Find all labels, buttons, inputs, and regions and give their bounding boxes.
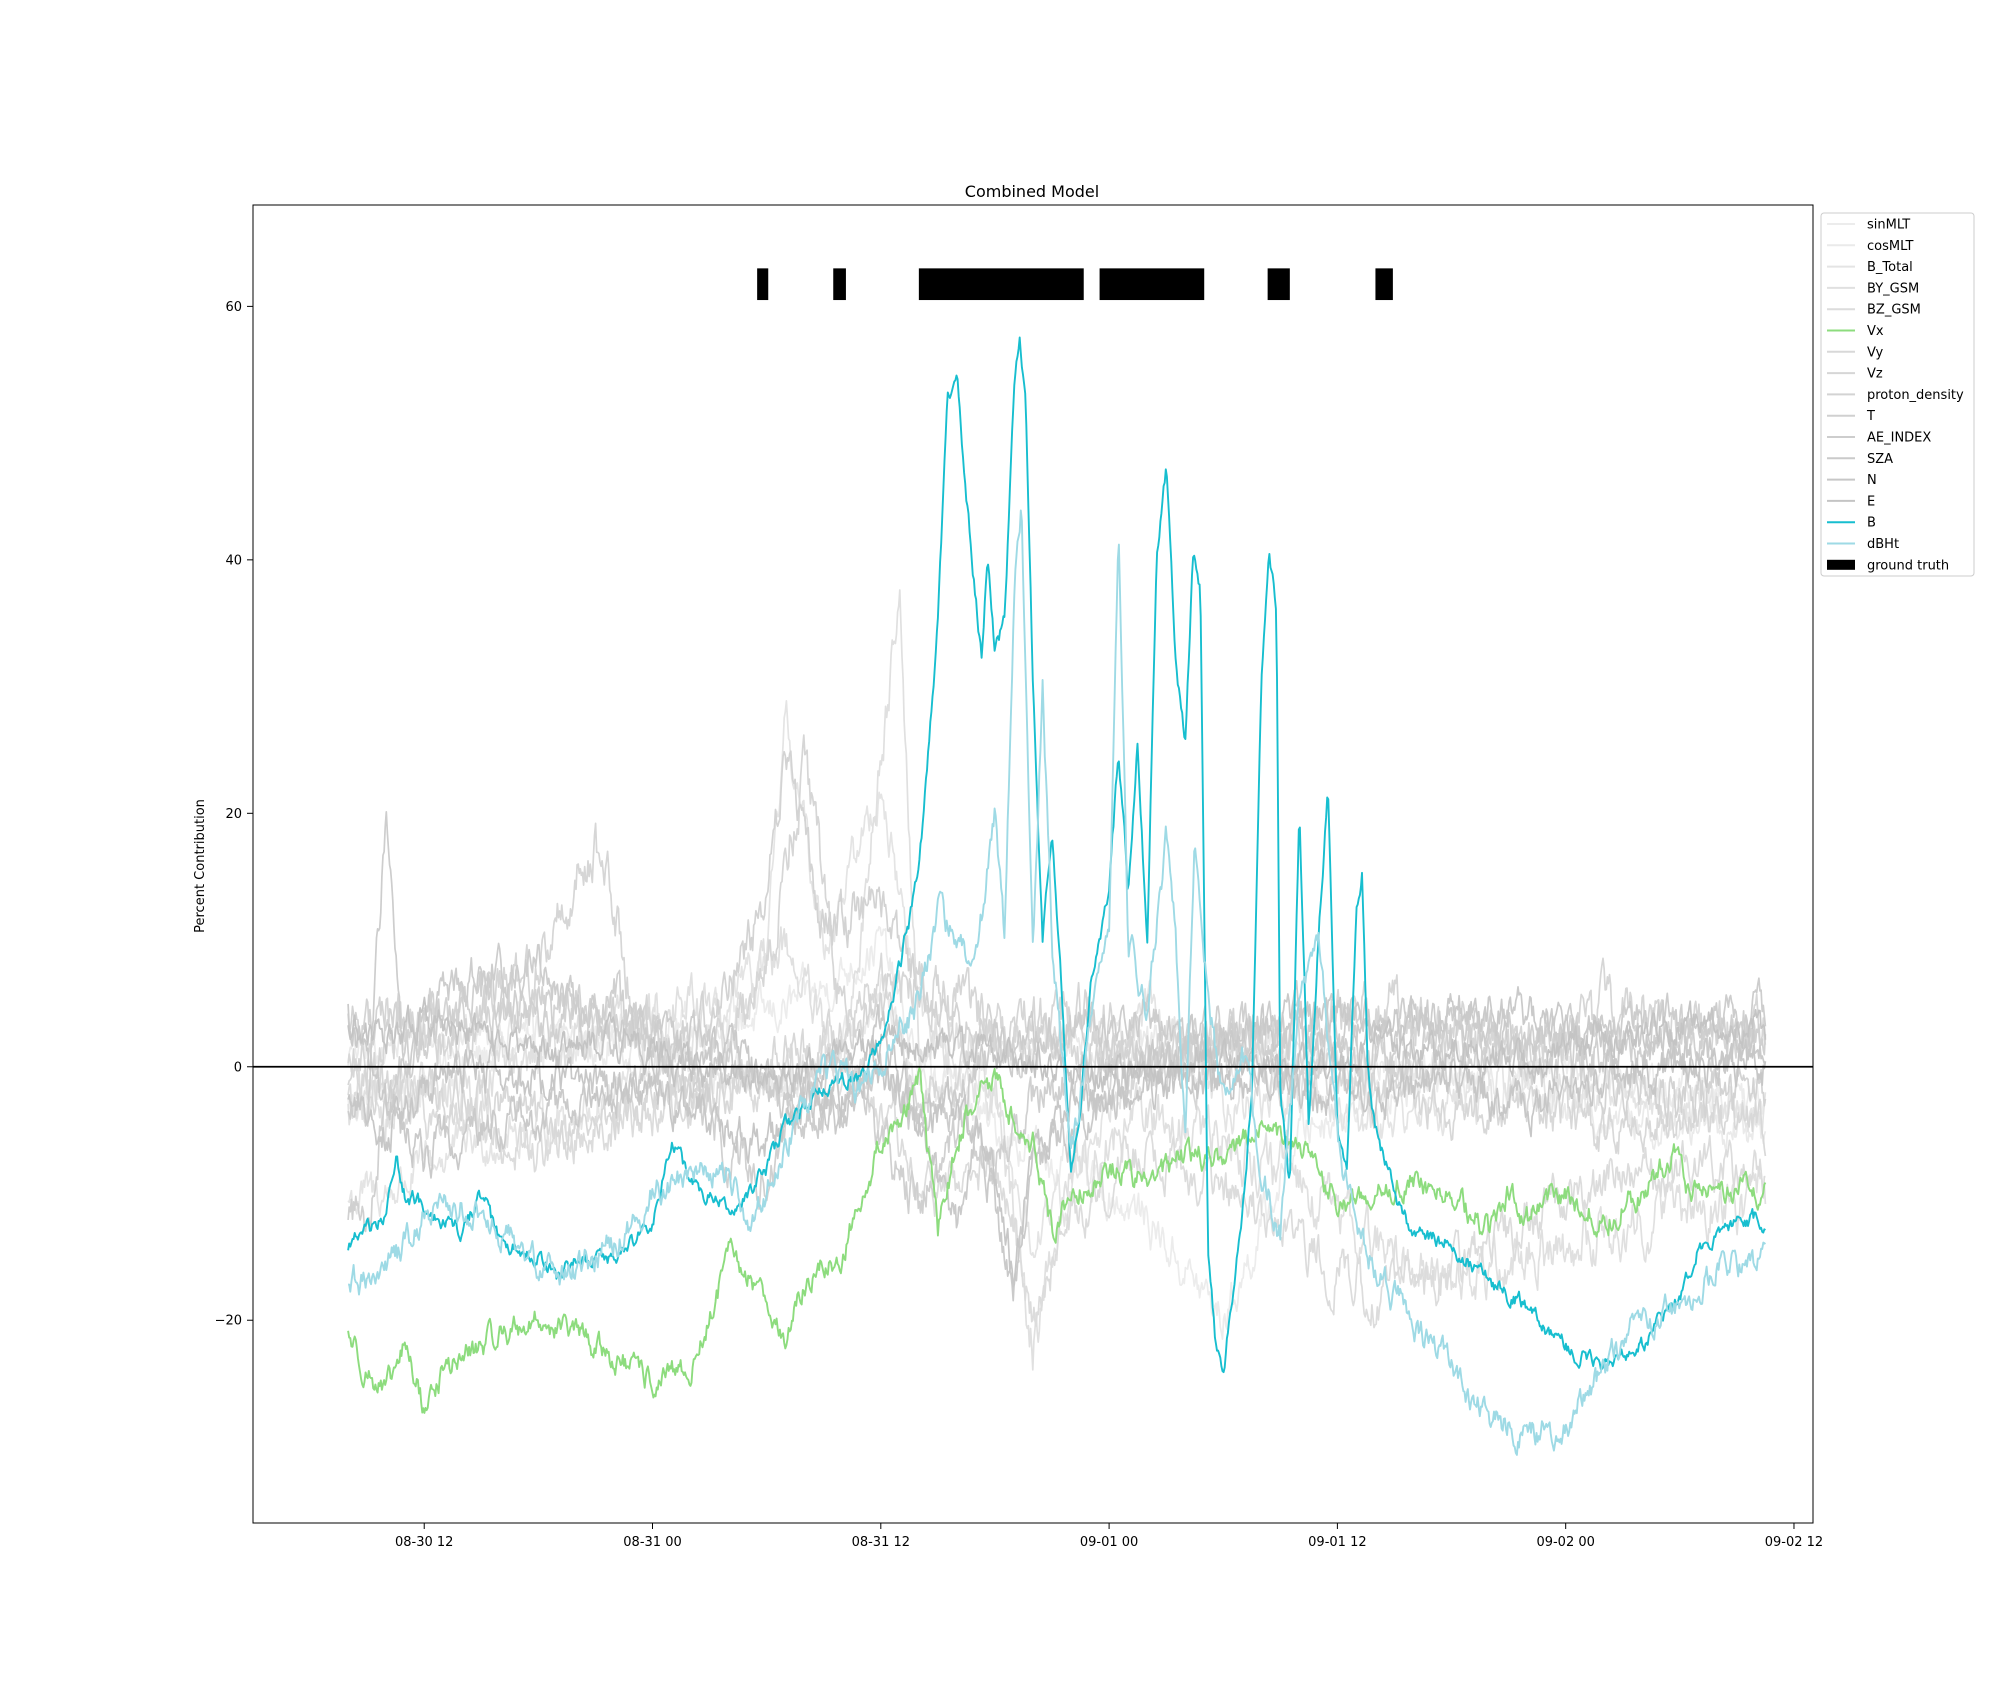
x-axis: 08-30 12 08-31 00 08-31 12 09-01 00 09-01 12… <box>395 1523 1823 1550</box>
legend-label: Vy <box>1867 345 1884 360</box>
series-line-BY_GSM <box>347 589 1767 1371</box>
legend-label: sinMLT <box>1867 218 1910 233</box>
x-tick-label: 09-02 12 <box>1765 1535 1823 1550</box>
legend-label: Vx <box>1867 324 1884 339</box>
series-line-T <box>347 969 1767 1233</box>
series-line-BZ_GSM <box>347 1033 1766 1329</box>
legend-label: B <box>1867 516 1876 531</box>
legend-label: Vz <box>1867 367 1883 382</box>
x-tick-label: 09-01 00 <box>1080 1535 1138 1550</box>
legend-label: BZ_GSM <box>1867 303 1921 318</box>
legend-label: SZA <box>1867 452 1893 467</box>
legend-swatch-ground-truth <box>1827 559 1855 570</box>
x-tick-label: 08-31 12 <box>852 1535 910 1550</box>
ground-truth-bar <box>1267 268 1290 301</box>
legend-label: ground truth <box>1867 558 1949 573</box>
x-tick-label: 09-01 12 <box>1308 1535 1366 1550</box>
series-line-SZA <box>347 980 1766 1302</box>
legend-frame <box>1820 212 1975 577</box>
ground-truth-bar <box>1099 268 1205 301</box>
legend-label: B_Total <box>1867 260 1913 275</box>
series-line-N <box>347 1038 1767 1288</box>
x-tick-label: 09-02 00 <box>1536 1535 1594 1550</box>
y-axis: −20 0 20 40 60 <box>215 300 253 1329</box>
legend-label: E <box>1867 494 1875 509</box>
series-line-AE_INDEX <box>347 810 1767 1140</box>
y-tick-label: 20 <box>225 807 242 822</box>
ground-truth-layer <box>757 268 1393 301</box>
series-line-dBHt <box>348 509 1767 1456</box>
plot-area-frame <box>252 204 1814 1524</box>
y-tick-label: 60 <box>225 300 242 315</box>
legend: sinMLT cosMLT B_Total BY_GSM BZ_GSM Vx Vy Vz pro… <box>1820 212 1975 577</box>
y-tick-label: 40 <box>225 553 242 568</box>
ground-truth-bar <box>833 268 846 301</box>
legend-label: cosMLT <box>1867 239 1914 254</box>
legend-label: BY_GSM <box>1867 281 1919 296</box>
legend-label: N <box>1867 473 1877 488</box>
y-tick-label: −20 <box>215 1314 242 1329</box>
legend-label: AE_INDEX <box>1867 431 1931 446</box>
x-tick-label: 08-30 12 <box>395 1535 453 1550</box>
ground-truth-bar <box>1375 268 1393 301</box>
legend-label: T <box>1866 409 1875 424</box>
x-tick-label: 08-31 00 <box>623 1535 681 1550</box>
chart-title: Combined Model <box>965 182 1099 201</box>
legend-label: proton_density <box>1867 388 1964 403</box>
series-line-Vx <box>347 1067 1767 1414</box>
ground-truth-bar <box>918 268 1084 301</box>
y-axis-label: Percent Contribution <box>193 799 208 933</box>
y-tick-label: 0 <box>234 1060 242 1075</box>
legend-label: dBHt <box>1867 537 1899 552</box>
ground-truth-bar <box>757 268 769 301</box>
